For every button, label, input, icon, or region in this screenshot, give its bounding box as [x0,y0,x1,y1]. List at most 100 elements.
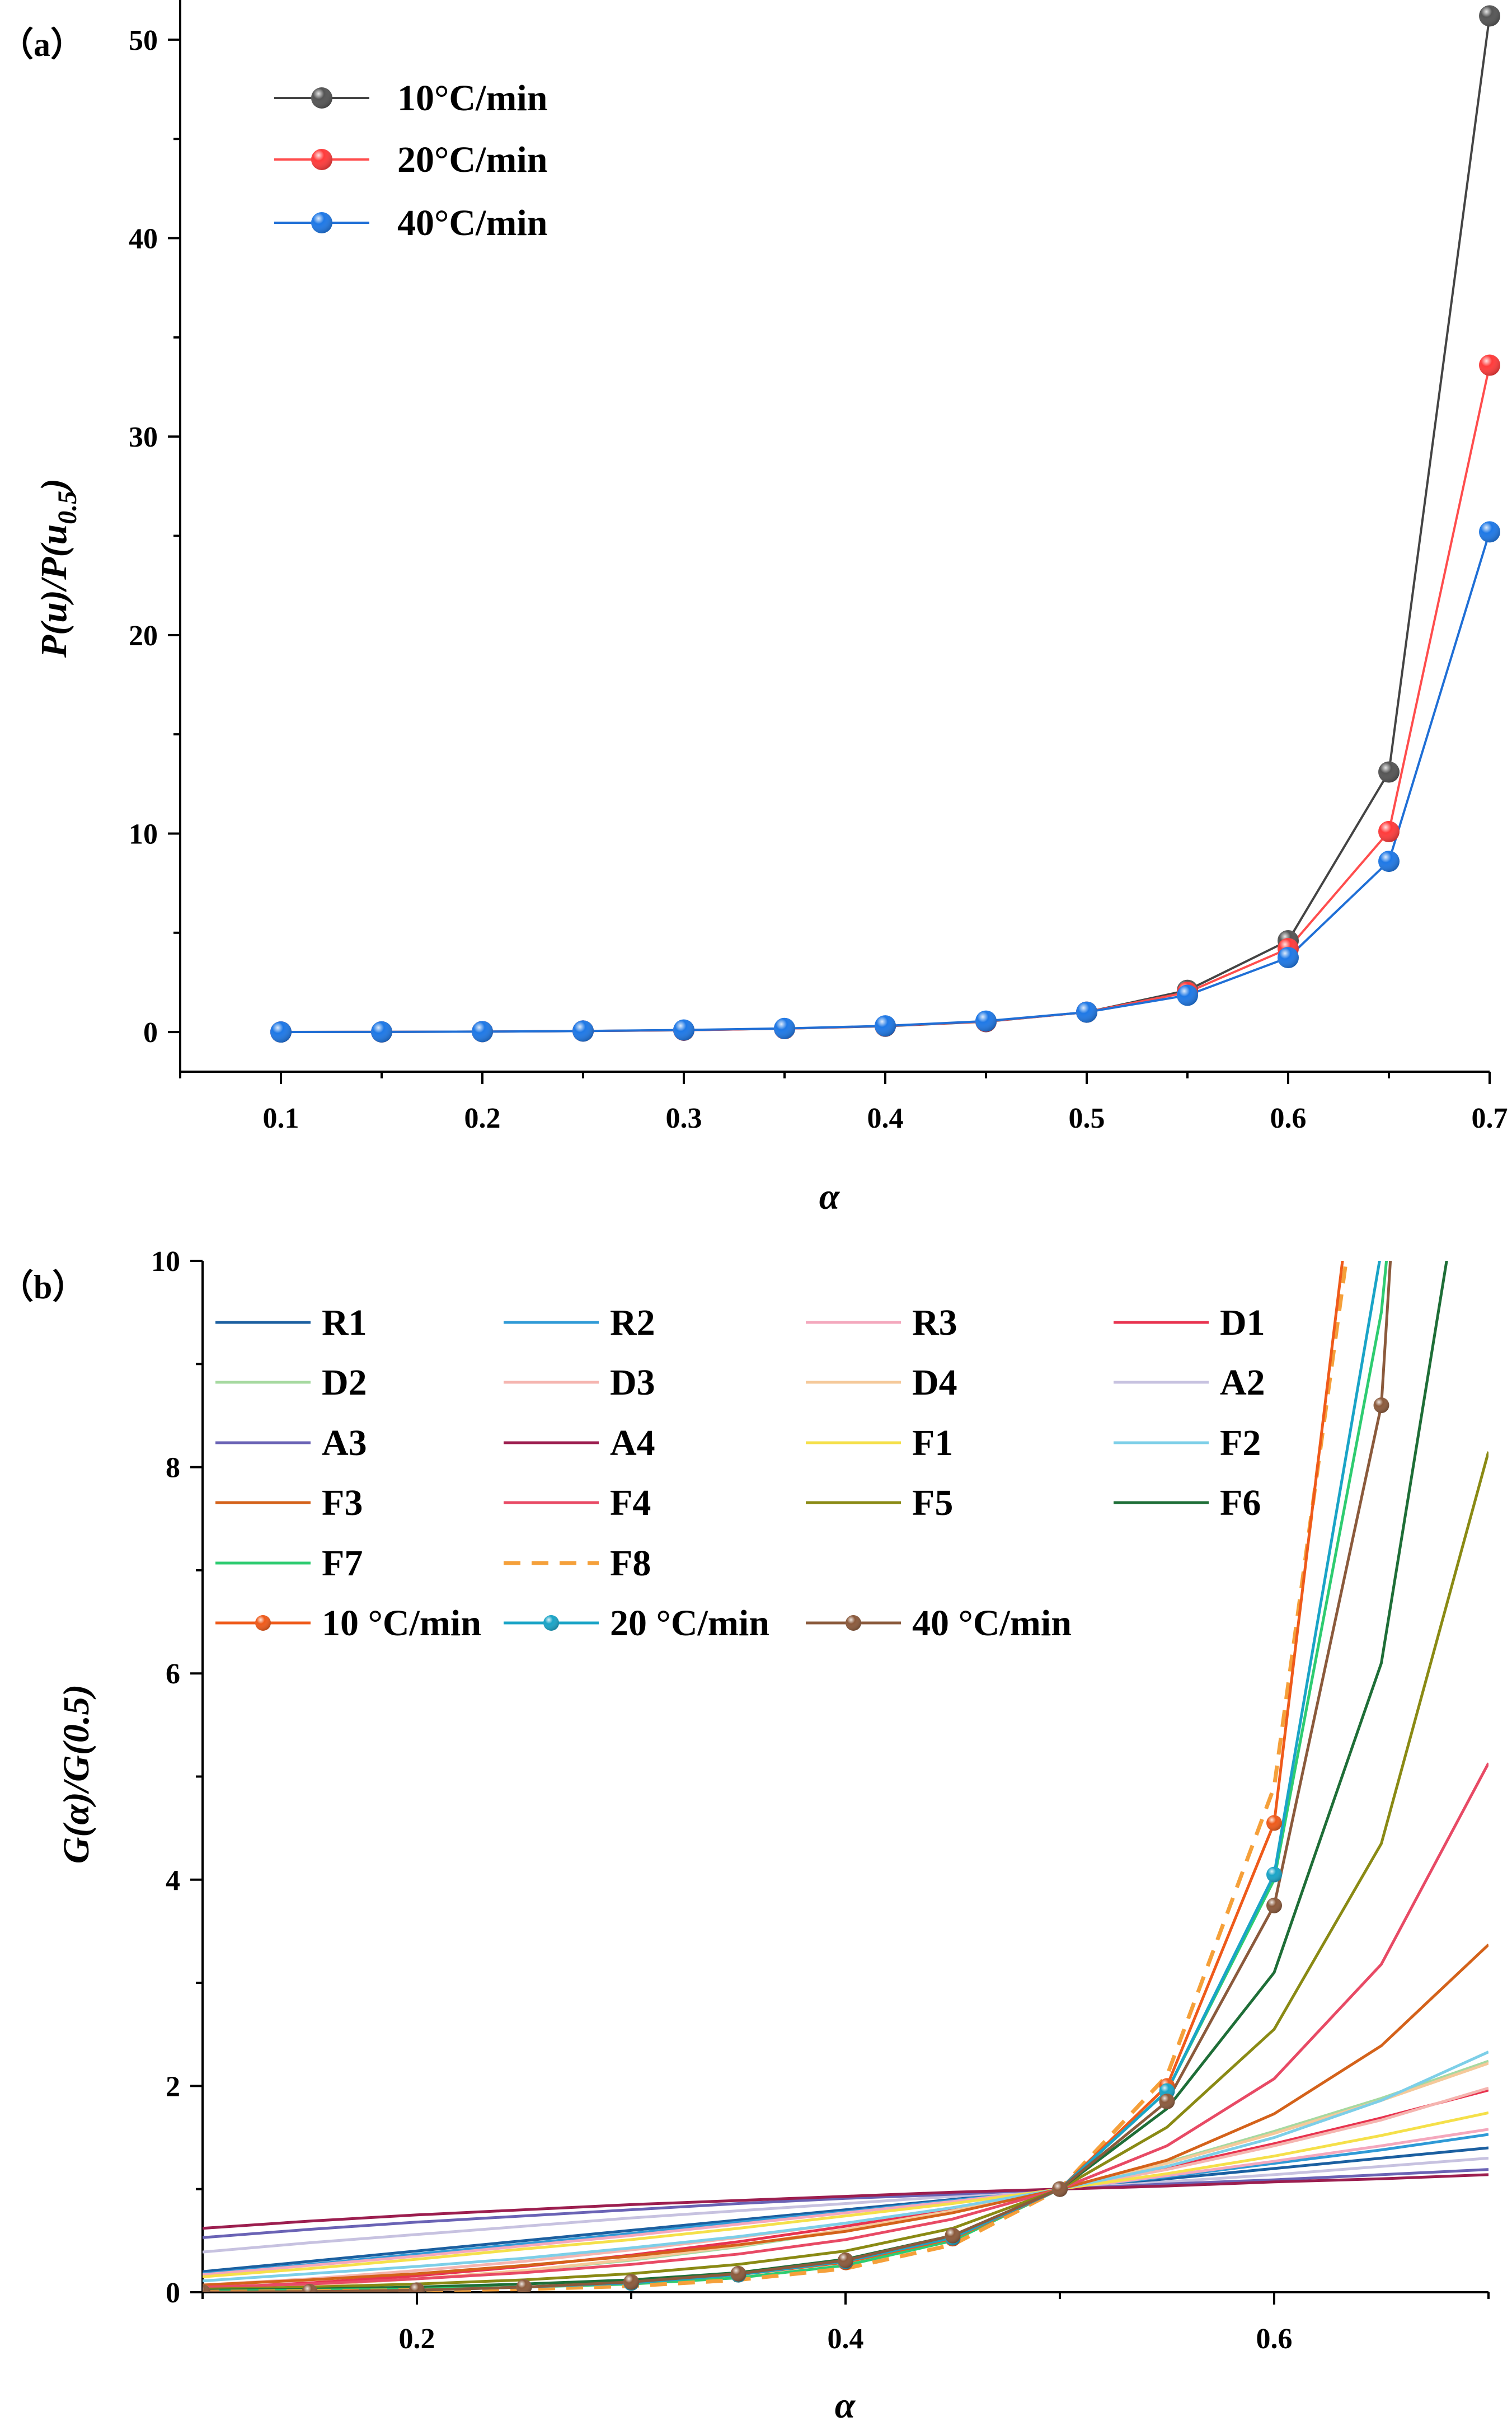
panel-a-y-tick-label: 20 [129,620,158,652]
panel-a-data-point-shine [975,1010,997,1032]
panel-b-legend-label: 10 °C/min [322,1603,481,1644]
panel-b-legend-label: F8 [610,1543,651,1584]
panel-b-series [203,1261,1488,2292]
panel-a-data-point-shine [1479,354,1500,376]
panel-a-data-point-shine [1479,5,1500,27]
panel-a-legend-label: 10°C/min [397,78,547,119]
panel-b-legend-marker-shine [255,1615,271,1631]
panel-a-y-tick-label: 40 [129,223,158,255]
panel-a-data-point-shine [1378,820,1400,842]
panel-b-data-point-shine [1373,1397,1389,1414]
panel-b-legend-label: D1 [1220,1302,1265,1343]
panel-b-series-line-R3 [203,2128,1488,2277]
panel-b-legend: R1 R2 R3 D1 D2 D3 D4 A2 A3 A4 F1 F2 F3 F4 F5 F6 F7 F8 10 °… [215,1302,1265,1644]
panel-a-y-tick-label: 10 [129,818,158,850]
panel-b-series-line-A4 [203,2173,1488,2230]
panel-b-series-line-R1 [203,2146,1488,2273]
panel-b-data-point-shine [302,2283,318,2292]
panel-a-x-tick-label: 0.5 [1069,1102,1105,1134]
panel-a: （a） 0 10 20 30 40 50 0.1 0.2 0.3 0.4 0.5 0.6 0.7 P(u… [0,0,1508,1217]
panel-a-data-point-shine [1177,984,1198,1006]
panel-b-data-point-shine [203,2284,210,2292]
panel-b-data-point-shine [409,2282,425,2292]
panel-b-series-line-F3 [203,1944,1488,2287]
panel-b-legend-label: D2 [322,1362,367,1403]
panel-a-x-tick-label: 0.1 [263,1102,299,1134]
panel-b-data-point-shine [1266,1815,1282,1831]
panel-a-x-tick-label: 0.7 [1472,1102,1508,1134]
panel-a-y-axis-label-sub: 0.5 [53,491,82,524]
panel-b-legend-marker-shine [543,1615,559,1631]
panel-a-legend-marker-shine [311,212,332,233]
panel-a-label: （a） [0,26,84,63]
panel-b-series-line-40-C-min [203,1261,1392,2292]
panel-b-y-tick-label: 2 [166,2071,180,2103]
panel-a-legend-label: 40°C/min [397,203,547,243]
panel-a-data-point-shine [1378,851,1400,872]
panel-b-data-point-shine [1052,2181,1068,2197]
panel-b-legend-label: F1 [912,1423,953,1463]
panel-b-series-line-F4 [203,1762,1488,2289]
panel-a-series-line-3 [280,531,1491,1034]
panel-b-series-line-10-C-min [203,1261,1344,2292]
panel-a-series [270,5,1500,1043]
panel-b-legend-marker-shine [846,1615,861,1631]
panel-a-data-point-shine [472,1021,493,1043]
panel-a-x-tick-label: 0.2 [464,1102,501,1134]
panel-b-label: （b） [0,1268,86,1306]
panel-a-y-axis-label-main: P(u)/P(u [34,524,74,658]
panel-b-legend-label: 20 °C/min [610,1603,769,1644]
panel-b-legend-label: R2 [610,1302,655,1343]
panel-b-legend-label: F4 [610,1482,651,1523]
panel-a-y-tick-label: 50 [129,25,158,57]
panel-a-x-tick-label: 0.4 [867,1102,904,1134]
panel-b-x-tick-label: 0.6 [1256,2323,1293,2355]
panel-b-y-tick-label: 6 [166,1658,180,1690]
panel-b-legend-label: F2 [1220,1423,1261,1463]
panel-a-legend-marker-shine [311,87,332,109]
panel-a-axes: 0 10 20 30 40 50 0.1 0.2 0.3 0.4 0.5 0.6 0.7 [129,0,1508,1134]
panel-a-y-axis-label: P(u)/P(u0.5) [34,478,82,658]
panel-a-data-point-shine [774,1017,795,1039]
panel-a-data-point-shine [572,1020,594,1042]
panel-b-series-line-F7 [203,1261,1388,2292]
panel-b-legend-label: F6 [1220,1482,1261,1523]
panel-a-data-point-shine [1076,1001,1097,1023]
panel-a-data-point-shine [673,1019,694,1041]
panel-b-series-line-D1 [203,2089,1488,2290]
panel-b-data-point-shine [1159,2094,1175,2110]
panel-b-data-point-shine [730,2265,746,2282]
panel-b-legend-label: F7 [322,1543,363,1584]
panel-b-legend-label: A2 [1220,1362,1265,1403]
panel-b-legend-label: R3 [912,1302,957,1343]
panel-a-y-tick-label: 30 [129,421,158,453]
panel-b-legend-label: D4 [912,1362,957,1403]
panel-a-data-point-shine [1378,761,1400,783]
panel-b-data-point-shine [945,2227,961,2244]
panel-b-data-point-shine [1266,1866,1282,1883]
panel-b-x-axis-label: α [835,2385,856,2426]
panel-b-y-tick-label: 0 [166,2277,180,2309]
panel-a-data-point-shine [270,1021,292,1043]
panel-b-x-tick-label: 0.4 [828,2323,864,2355]
panel-b-y-tick-label: 4 [166,1865,180,1897]
panel-b-legend-label: R1 [322,1302,367,1343]
panel-a-legend: 10°C/min 20°C/min 40°C/min [274,78,547,243]
panel-b-series-line-20-C-min [203,1261,1381,2292]
panel-a-series-line-2 [280,365,1491,1034]
panel-a-y-axis-label-close: ) [34,478,74,494]
panel-a-data-point-shine [875,1015,896,1037]
panel-b-legend-label: F5 [912,1482,953,1523]
panel-a-data-point-shine [1278,947,1299,969]
panel-b-series-line-A3 [203,2168,1488,2239]
panel-b-data-point-shine [1266,1897,1282,1913]
panel-b-data-point-shine [838,2252,853,2268]
panel-b-data-point-shine [516,2279,532,2292]
panel-b-y-axis-label: G(α)/G(0.5) [56,1684,97,1864]
panel-a-x-tick-label: 0.3 [666,1102,702,1134]
panel-b-series-line-F8 [203,1261,1349,2292]
panel-b-legend-label: F3 [322,1482,363,1523]
panel-b-series-line-F1 [203,2111,1488,2278]
panel-b-series-line-F5 [203,1451,1488,2291]
